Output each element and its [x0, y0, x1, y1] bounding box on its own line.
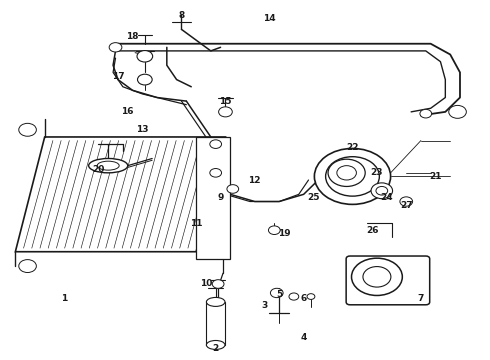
Circle shape	[326, 157, 379, 196]
Circle shape	[337, 166, 356, 180]
Circle shape	[328, 159, 365, 186]
Circle shape	[400, 197, 413, 206]
Text: 20: 20	[92, 165, 104, 174]
Ellipse shape	[206, 297, 225, 306]
Circle shape	[307, 294, 315, 300]
Text: 10: 10	[200, 279, 212, 288]
Circle shape	[449, 105, 466, 118]
Text: 14: 14	[263, 14, 276, 23]
Ellipse shape	[89, 158, 128, 173]
Text: 17: 17	[112, 72, 124, 81]
Text: 26: 26	[366, 226, 378, 235]
Circle shape	[289, 293, 299, 300]
Circle shape	[109, 42, 122, 52]
Text: 27: 27	[400, 201, 413, 210]
Text: 6: 6	[300, 294, 307, 303]
Text: 19: 19	[278, 229, 291, 238]
Circle shape	[219, 107, 232, 117]
Circle shape	[227, 185, 239, 193]
Ellipse shape	[206, 341, 225, 350]
Text: 22: 22	[346, 143, 359, 152]
Circle shape	[210, 168, 221, 177]
Text: 21: 21	[429, 172, 442, 181]
Circle shape	[270, 288, 283, 298]
Circle shape	[376, 186, 388, 195]
Circle shape	[269, 226, 280, 234]
Text: 23: 23	[370, 168, 383, 177]
Text: 2: 2	[213, 344, 219, 353]
Text: 3: 3	[262, 301, 268, 310]
Circle shape	[212, 280, 224, 288]
Text: 1: 1	[61, 294, 67, 303]
Text: 18: 18	[126, 32, 139, 41]
Bar	[196, 137, 230, 259]
Circle shape	[420, 109, 432, 118]
Circle shape	[351, 258, 402, 296]
Bar	[206, 302, 225, 345]
Ellipse shape	[97, 161, 119, 170]
Text: 24: 24	[380, 193, 393, 202]
Text: 12: 12	[248, 176, 261, 185]
Text: 13: 13	[136, 125, 148, 134]
Text: 5: 5	[276, 290, 282, 299]
Text: 25: 25	[307, 193, 319, 202]
Text: 4: 4	[300, 333, 307, 342]
Circle shape	[19, 260, 36, 273]
Text: 16: 16	[122, 107, 134, 116]
Circle shape	[138, 74, 152, 85]
Text: 15: 15	[219, 96, 232, 105]
Text: 7: 7	[417, 294, 424, 303]
Circle shape	[315, 148, 391, 204]
Circle shape	[371, 183, 392, 199]
Circle shape	[19, 123, 36, 136]
Circle shape	[363, 266, 391, 287]
Circle shape	[210, 140, 221, 148]
Circle shape	[137, 50, 153, 62]
FancyBboxPatch shape	[346, 256, 430, 305]
Text: 9: 9	[218, 193, 224, 202]
Text: 11: 11	[190, 219, 202, 228]
Text: 8: 8	[178, 10, 185, 19]
